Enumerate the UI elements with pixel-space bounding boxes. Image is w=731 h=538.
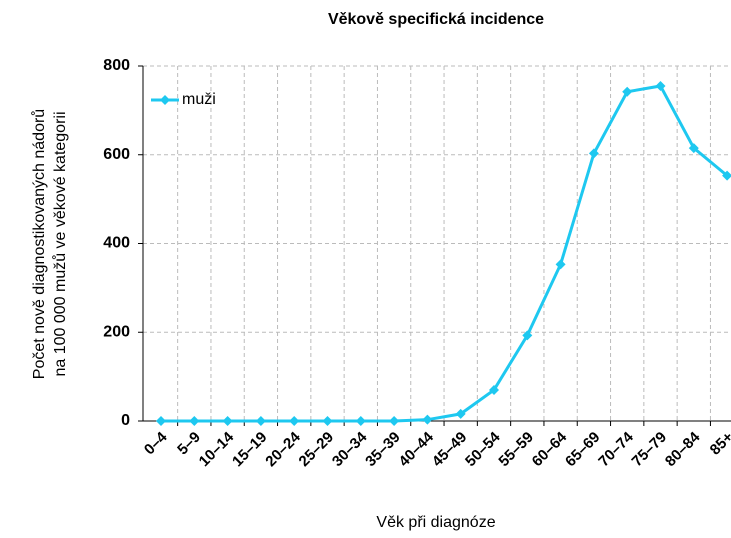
data-point	[722, 170, 731, 181]
y-tick-label: 600	[103, 146, 130, 163]
x-tick-label: 75–79	[629, 429, 671, 471]
x-tick-label: 85+	[707, 428, 731, 458]
series-line	[161, 84, 729, 423]
x-tick-label: 25–29	[296, 429, 338, 471]
data-point	[688, 143, 699, 154]
x-tick-label: 20–24	[262, 428, 304, 470]
data-point	[189, 416, 200, 426]
y-axis-label-line: na 100 000 mužů ve věkové kategorii	[51, 111, 69, 376]
y-axis-label-line: Počet nově diagnostikovaných nádorů	[30, 109, 48, 379]
data-point	[289, 416, 300, 426]
data-point	[622, 86, 633, 97]
data-point	[222, 416, 233, 426]
chart-title: Věkově specifická incidence	[328, 11, 544, 28]
data-point	[588, 148, 599, 159]
data-point	[489, 384, 499, 395]
x-tick-label: 30–34	[329, 428, 371, 470]
x-tick-label: 15–19	[229, 429, 271, 471]
y-tick-label: 200	[103, 323, 130, 340]
data-point	[655, 80, 666, 91]
y-tick-label: 800	[103, 57, 130, 74]
x-tick-label: 0–4	[141, 428, 171, 458]
x-tick-label: 10–14	[196, 428, 238, 470]
legend-marker	[160, 95, 170, 105]
data-point	[322, 416, 333, 426]
y-tick-label: 0	[121, 412, 130, 429]
x-tick-label: 80–84	[662, 428, 704, 470]
data-point	[255, 416, 266, 426]
x-tick-label: 50–54	[462, 428, 504, 470]
x-tick-label: 60–64	[529, 428, 571, 470]
y-tick-label: 400	[103, 235, 130, 252]
data-point	[455, 408, 466, 419]
y-axis-label: Počet nově diagnostikovaných nádorů na 1…	[30, 109, 69, 379]
x-tick-label: 40–44	[396, 428, 438, 470]
x-tick-label: 55–59	[495, 429, 537, 471]
x-tick-label: 45–49	[429, 429, 471, 471]
data-point	[156, 416, 166, 426]
x-tick-label: 35–39	[362, 429, 404, 471]
data-point	[389, 416, 400, 426]
data-point	[355, 416, 366, 426]
data-point	[555, 259, 566, 270]
data-point	[422, 414, 433, 425]
x-axis-label: Věk při diagnóze	[376, 514, 495, 531]
legend-label: muži	[182, 91, 216, 108]
x-tick-label: 65–69	[562, 429, 604, 471]
data-point	[522, 330, 533, 341]
x-tick-label: 70–74	[595, 428, 637, 470]
